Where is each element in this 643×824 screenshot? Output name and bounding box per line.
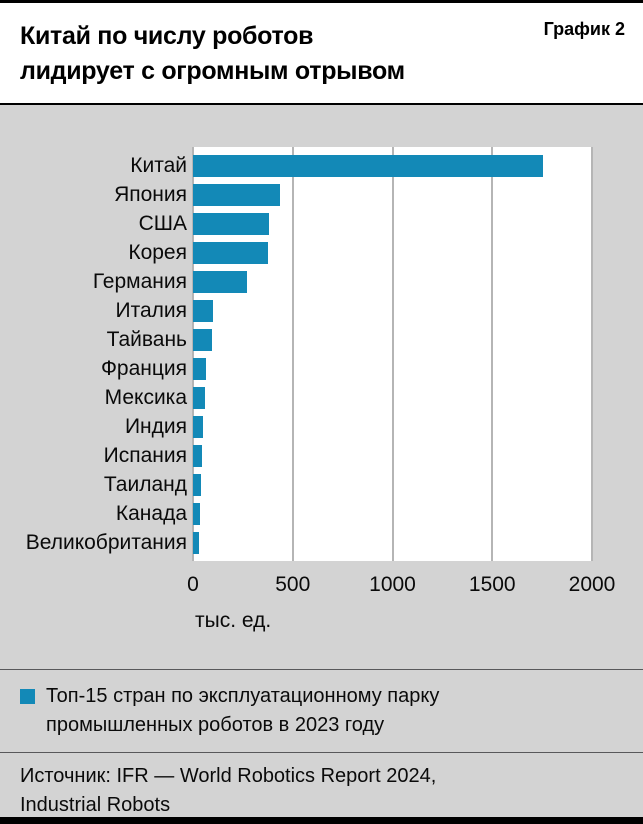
category-label: США xyxy=(138,212,187,235)
x-tick-label: 0 xyxy=(187,573,199,596)
bar-row xyxy=(193,325,592,354)
x-tick-label: 2000 xyxy=(568,573,616,596)
legend-label: Топ-15 стран по эксплуатационному парку … xyxy=(46,685,440,736)
bar-row xyxy=(193,354,592,383)
category-label: Великобритания xyxy=(25,531,187,554)
category-label: Таиланд xyxy=(103,473,187,496)
x-tick-label: 500 xyxy=(275,573,311,596)
gridline xyxy=(491,147,494,561)
bar xyxy=(193,183,280,206)
x-tick-label: 1000 xyxy=(369,573,416,596)
bar-row xyxy=(193,296,592,325)
category-label: Канада xyxy=(115,502,187,525)
category-label: Корея xyxy=(128,241,187,264)
bar-row xyxy=(193,267,592,296)
bar-row xyxy=(193,441,592,470)
header-divider xyxy=(0,103,643,105)
chart-body: Китай Япония США Корея Германия Италия Тайвань… xyxy=(20,147,643,561)
bar-row xyxy=(193,528,592,557)
category-label: Италия xyxy=(115,299,187,322)
category-label: Испания xyxy=(103,444,187,467)
x-tick-label: 1500 xyxy=(468,573,516,596)
bar-row xyxy=(193,470,592,499)
category-label: Китай xyxy=(130,154,187,177)
bar xyxy=(193,444,203,467)
gridline xyxy=(291,147,294,561)
chart-number-label: График 2 xyxy=(543,19,625,39)
category-label: Франция xyxy=(100,357,187,380)
category-label: Мексика xyxy=(104,386,187,409)
source-divider xyxy=(0,752,643,753)
category-label: Япония xyxy=(114,183,187,206)
gridline xyxy=(391,147,394,561)
bar-row xyxy=(193,499,592,528)
legend-marker-swatch xyxy=(20,689,35,704)
legend: Топ-15 стран по эксплуатационному парку … xyxy=(0,670,643,752)
bar xyxy=(193,328,212,351)
bar xyxy=(193,531,199,554)
bar xyxy=(193,299,214,322)
category-label: Германия xyxy=(92,270,187,293)
bar-row xyxy=(193,151,592,180)
bar xyxy=(193,357,206,380)
category-label: Тайвань xyxy=(106,328,187,351)
chart-title-line-1: Китай по числу роботов xyxy=(20,22,314,50)
bar-row xyxy=(193,209,592,238)
gridline xyxy=(591,147,593,561)
bar xyxy=(193,212,269,235)
bar-row xyxy=(193,383,592,412)
bar-chart: Китай Япония США Корея Германия Италия Тайвань… xyxy=(0,147,643,633)
bottom-black-bar xyxy=(0,817,643,824)
bar-row xyxy=(193,412,592,441)
category-labels: Китай Япония США Корея Германия Италия Тайвань… xyxy=(20,147,193,561)
bar xyxy=(193,270,247,293)
bar xyxy=(193,502,201,525)
plot-area xyxy=(192,147,593,561)
category-label: Индия xyxy=(124,415,187,438)
bar xyxy=(193,473,202,496)
x-axis-unit-label: тыс. ед. xyxy=(195,609,272,632)
bar xyxy=(193,415,203,438)
bar xyxy=(193,154,544,177)
header: Китай по числу роботов лидирует с огромн… xyxy=(0,3,643,103)
bar-row xyxy=(193,180,592,209)
bar-row xyxy=(193,238,592,267)
source-text: Источник: IFR — World Robotics Report 20… xyxy=(20,765,437,816)
bar xyxy=(193,241,269,264)
chart-title-line-2: лидирует с огромным отрывом xyxy=(20,57,405,85)
gridline xyxy=(192,147,194,561)
bar xyxy=(193,386,205,409)
legend-divider xyxy=(0,669,643,670)
x-axis: 0 500 1000 1500 2000 xyxy=(187,573,615,599)
